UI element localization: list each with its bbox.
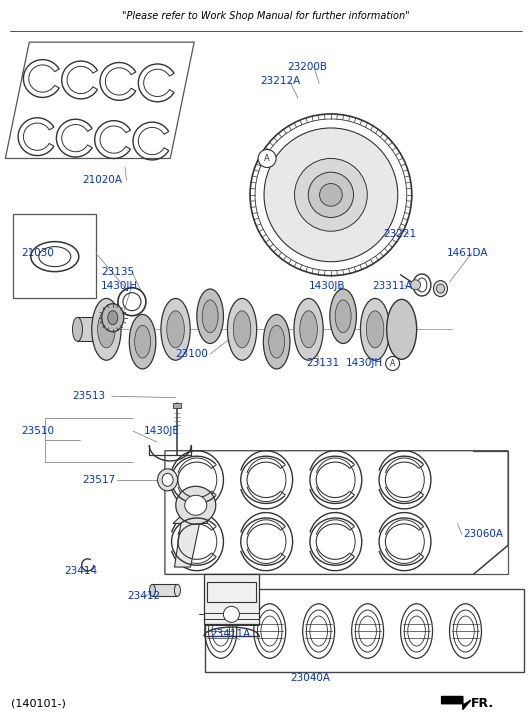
Bar	[207, 582, 256, 602]
Ellipse shape	[228, 299, 256, 361]
Polygon shape	[165, 451, 508, 574]
Text: 1430JB: 1430JB	[309, 281, 345, 291]
Polygon shape	[165, 451, 508, 574]
Circle shape	[295, 158, 367, 231]
Ellipse shape	[108, 310, 118, 325]
Ellipse shape	[157, 469, 178, 491]
Bar	[13, 214, 96, 298]
Text: 23513: 23513	[72, 391, 105, 401]
Ellipse shape	[269, 326, 285, 358]
Text: 23100: 23100	[176, 349, 209, 359]
Text: 23131: 23131	[306, 358, 339, 369]
Ellipse shape	[149, 585, 155, 596]
Text: 23517: 23517	[82, 475, 115, 485]
Text: 23060A: 23060A	[463, 529, 503, 539]
Ellipse shape	[129, 314, 156, 369]
Bar	[205, 589, 524, 672]
Ellipse shape	[197, 289, 223, 344]
Ellipse shape	[330, 289, 356, 344]
Text: 21030: 21030	[21, 248, 54, 258]
Circle shape	[386, 356, 400, 371]
Text: 23040A: 23040A	[290, 672, 330, 683]
Circle shape	[320, 183, 342, 206]
Text: 23212A: 23212A	[261, 76, 301, 87]
Text: 23510: 23510	[21, 426, 54, 436]
Text: (140101-): (140101-)	[11, 698, 65, 708]
Ellipse shape	[202, 300, 218, 333]
Text: 23221: 23221	[383, 229, 416, 239]
Text: 23411A: 23411A	[210, 629, 251, 639]
Polygon shape	[5, 42, 194, 158]
Text: 23311A: 23311A	[372, 281, 413, 291]
Polygon shape	[173, 516, 207, 567]
Ellipse shape	[167, 311, 184, 348]
Bar	[204, 574, 259, 624]
Circle shape	[223, 606, 239, 622]
Circle shape	[308, 172, 354, 217]
Ellipse shape	[434, 281, 447, 297]
Circle shape	[411, 280, 421, 290]
Ellipse shape	[335, 300, 351, 333]
Bar	[173, 403, 181, 409]
Ellipse shape	[174, 585, 180, 596]
Circle shape	[264, 128, 398, 262]
Ellipse shape	[294, 299, 323, 361]
Ellipse shape	[98, 311, 115, 348]
Text: "Please refer to Work Shop Manual for further information": "Please refer to Work Shop Manual for fu…	[122, 11, 410, 21]
Text: FR.: FR.	[471, 696, 494, 710]
Text: 1461DA: 1461DA	[447, 248, 488, 258]
Text: 1430JH: 1430JH	[346, 358, 383, 369]
Text: 23135: 23135	[101, 267, 134, 277]
Text: A: A	[264, 154, 270, 163]
Ellipse shape	[300, 311, 317, 348]
Text: 23200B: 23200B	[287, 62, 327, 72]
Text: 1430JH: 1430JH	[101, 281, 138, 291]
Text: 21020A: 21020A	[82, 175, 122, 185]
Text: 23414: 23414	[64, 566, 97, 576]
Text: A: A	[390, 359, 395, 368]
Ellipse shape	[233, 311, 251, 348]
Bar	[78, 317, 103, 342]
Ellipse shape	[162, 473, 173, 486]
Ellipse shape	[161, 299, 190, 361]
Ellipse shape	[176, 486, 216, 524]
Ellipse shape	[92, 299, 121, 361]
Text: 1430JE: 1430JE	[144, 426, 179, 436]
Text: 23412: 23412	[128, 591, 161, 601]
Ellipse shape	[387, 300, 417, 359]
Circle shape	[258, 150, 276, 167]
Ellipse shape	[366, 311, 384, 348]
Ellipse shape	[135, 326, 151, 358]
Ellipse shape	[102, 304, 124, 332]
Ellipse shape	[72, 317, 82, 342]
Ellipse shape	[436, 284, 445, 293]
Ellipse shape	[185, 495, 207, 515]
Bar	[153, 585, 177, 596]
Ellipse shape	[263, 314, 290, 369]
Polygon shape	[442, 696, 471, 710]
Ellipse shape	[361, 299, 389, 361]
